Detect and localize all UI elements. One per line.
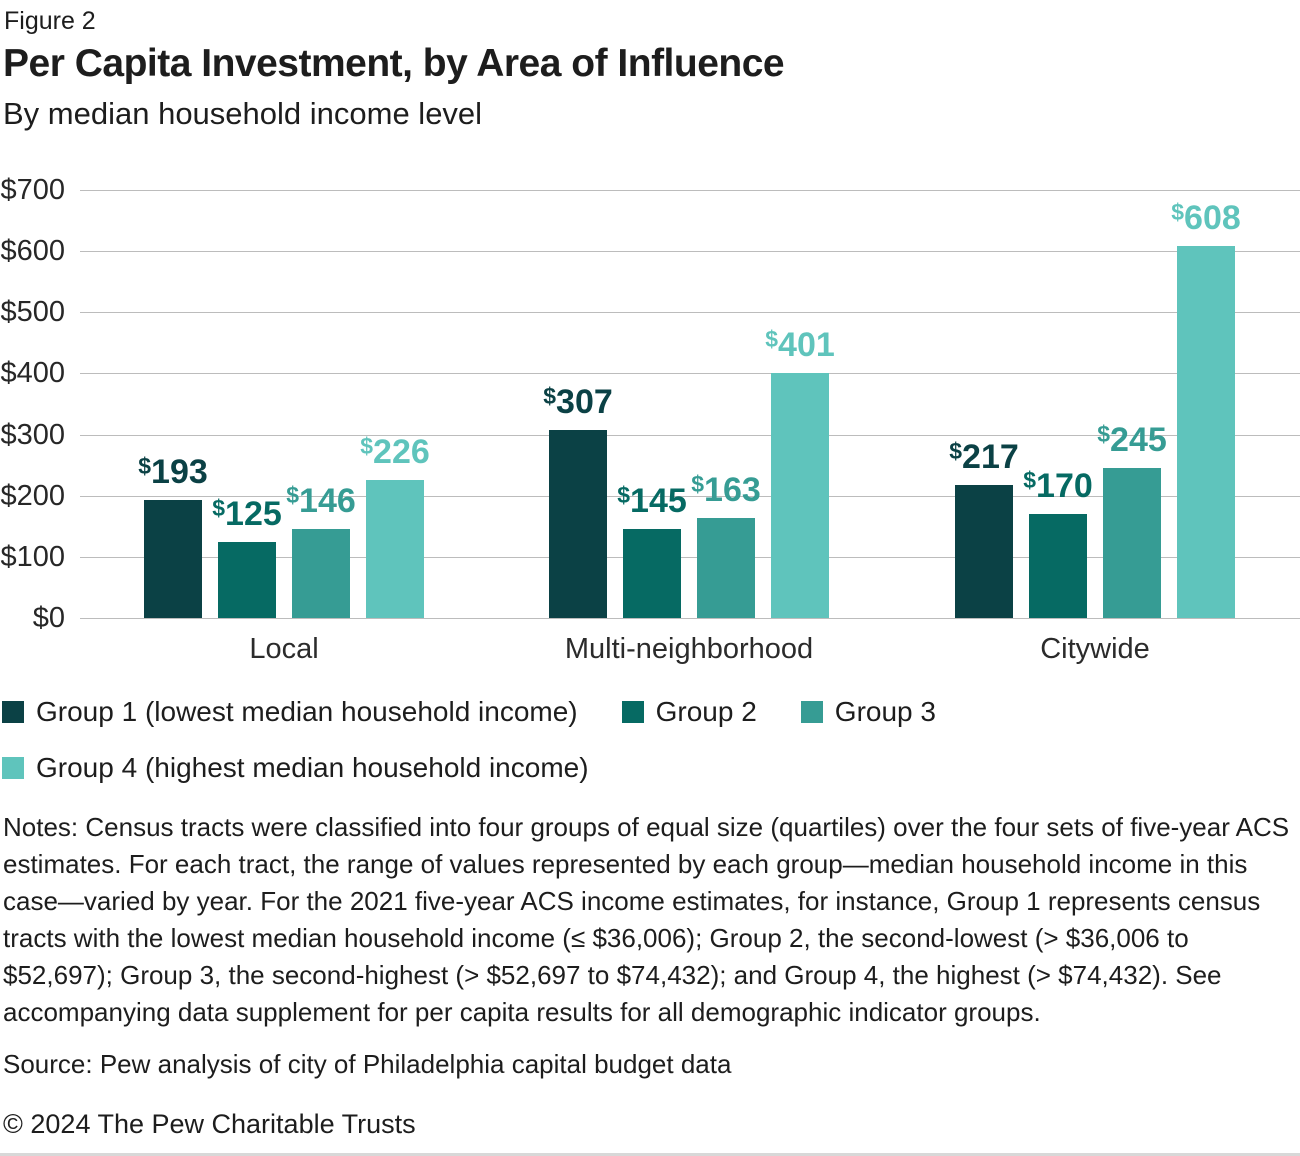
x-axis-category-label: Citywide (1040, 633, 1150, 665)
legend-swatch-icon (800, 701, 823, 723)
bar-value-label: $145 (617, 482, 687, 521)
gridline (80, 190, 1300, 191)
dollar-sign: $ (360, 432, 374, 459)
notes-text: Notes: Census tracts were classified int… (3, 812, 1290, 1027)
bar-local-group4 (366, 479, 424, 618)
dollar-sign: $ (691, 471, 705, 498)
bar-value-label: $125 (212, 494, 282, 533)
legend-item-group3: Group 3 (800, 695, 936, 729)
chart-subtitle: By median household income level (3, 96, 483, 131)
legend-item-group4: Group 4 (highest median household income… (2, 751, 589, 785)
x-axis-category-label: Multi-neighborhood (564, 633, 814, 665)
gridline (80, 434, 1300, 436)
y-axis-tick-label: $0 (32, 602, 65, 634)
bar-local-group3 (292, 528, 350, 618)
bar-value-label: $226 (360, 432, 430, 471)
dollar-sign: $ (1097, 421, 1111, 448)
bar-value-label: $163 (691, 471, 761, 510)
gridline (80, 618, 1300, 619)
bar-chart: $0 $100 $200 $300 $400 $500 $600 $700 $193 $125 $1… (0, 159, 1300, 679)
gridline (80, 373, 1300, 375)
bar-value-label: $170 (1023, 467, 1093, 506)
dollar-sign: $ (286, 481, 300, 508)
bar-multi-neighborhood-group1 (549, 430, 607, 618)
bar-multi-neighborhood-group3 (697, 518, 755, 618)
legend-item-group2: Group 2 (621, 695, 757, 729)
legend-swatch-icon (2, 701, 24, 723)
bar-multi-neighborhood-group2 (623, 529, 681, 618)
chart-title: Per Capita Investment, by Area of Influe… (3, 42, 785, 85)
legend-label: Group 1 (lowest median household income) (36, 696, 578, 727)
legend-row: Group 1 (lowest median household income)… (2, 695, 1300, 729)
bar-citywide-group1 (955, 485, 1013, 618)
legend-label: Group 4 (highest median household income… (36, 752, 589, 783)
y-axis-tick-label: $300 (0, 418, 65, 451)
bar-value-label: $146 (286, 481, 356, 520)
y-axis-tick-label: $100 (0, 540, 65, 573)
bar-value-label: $193 (138, 453, 208, 491)
dollar-sign: $ (543, 383, 557, 410)
legend-row: Group 4 (highest median household income… (2, 751, 1300, 785)
legend-label: Group 3 (834, 696, 936, 727)
bar-value-label: $307 (543, 383, 613, 422)
dollar-sign: $ (1023, 467, 1037, 494)
y-axis-tick-label: $200 (0, 479, 65, 512)
bar-local-group1 (144, 499, 202, 618)
bar-value-label: $401 (765, 325, 835, 364)
legend-swatch-icon (2, 757, 24, 779)
dollar-sign: $ (617, 482, 631, 509)
y-axis-tick-label: $500 (0, 296, 65, 329)
bar-value-label: $245 (1097, 421, 1167, 460)
gridline (80, 556, 1300, 558)
bar-citywide-group4 (1177, 246, 1235, 618)
legend-swatch-icon (621, 701, 644, 723)
legend-label: Group 2 (655, 696, 757, 727)
legend-item-group1: Group 1 (lowest median household income) (2, 695, 578, 729)
bar-multi-neighborhood-group4 (771, 372, 829, 618)
gridline (80, 251, 1300, 253)
figure-label: Figure 2 (4, 7, 96, 35)
dollar-sign: $ (212, 494, 226, 521)
source-text: Source: Pew analysis of city of Philadel… (3, 1049, 732, 1079)
y-axis-tick-label: $400 (0, 357, 65, 390)
gridline (80, 495, 1300, 497)
bar-local-group2 (218, 541, 276, 618)
dollar-sign: $ (1171, 199, 1185, 226)
y-axis-tick-label: $600 (0, 235, 65, 268)
y-axis-tick-label: $700 (0, 174, 65, 206)
bar-value-label: $217 (949, 438, 1019, 477)
dollar-sign: $ (765, 325, 779, 352)
bar-value-label: $608 (1171, 199, 1241, 238)
x-axis-category-label: Local (249, 633, 319, 665)
chart-legend: Group 1 (lowest median household income)… (2, 695, 1300, 785)
dollar-sign: $ (949, 438, 963, 465)
bar-citywide-group2 (1029, 514, 1087, 618)
bar-citywide-group3 (1103, 468, 1161, 618)
copyright-text: © 2024 The Pew Charitable Trusts (3, 1109, 416, 1139)
gridline (80, 312, 1300, 314)
dollar-sign: $ (138, 453, 152, 479)
